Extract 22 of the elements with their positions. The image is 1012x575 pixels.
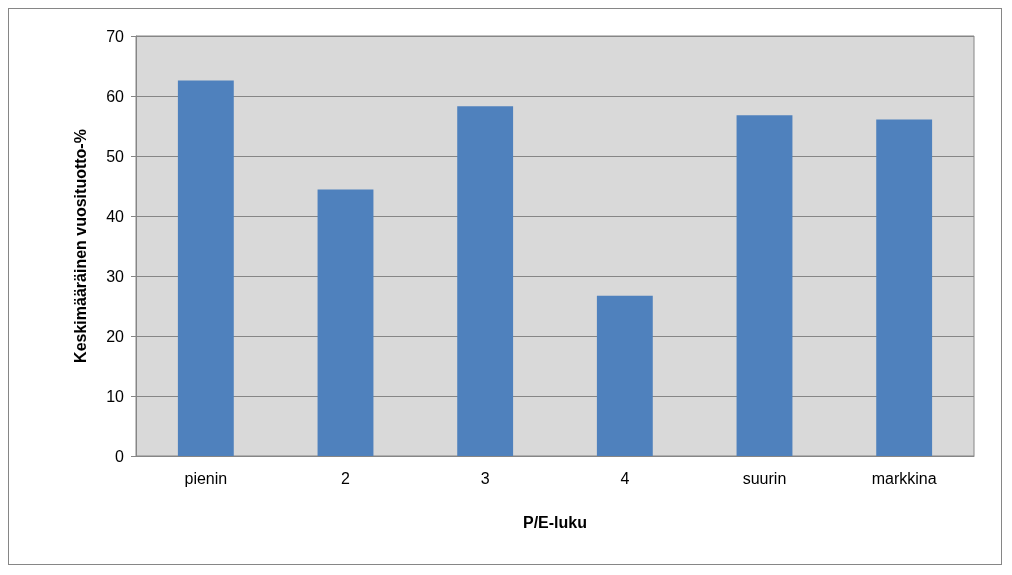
bar: [317, 189, 374, 456]
y-tick-label: 50: [106, 147, 125, 165]
y-tick-label: 0: [115, 447, 125, 465]
y-tick-label: 40: [106, 207, 125, 225]
y-tick-label: 60: [106, 87, 125, 105]
x-tick-label: 4: [620, 469, 630, 487]
y-tick-label: 30: [106, 267, 125, 285]
x-tick-label: pienin: [184, 469, 228, 487]
bar: [876, 119, 933, 456]
bar: [736, 115, 793, 456]
x-tick-label: 3: [480, 469, 490, 487]
x-tick-label: markkina: [871, 469, 937, 487]
y-axis-title: Keskimääräinen vuosituotto-%: [71, 129, 89, 363]
y-tick-label: 10: [106, 387, 125, 405]
y-tick-label: 70: [106, 27, 125, 45]
y-tick-label: 20: [106, 327, 125, 345]
x-tick-label: 2: [341, 469, 351, 487]
x-tick-label: suurin: [742, 469, 787, 487]
x-axis-title: P/E-luku: [522, 513, 588, 531]
bar: [177, 80, 234, 456]
bar: [457, 106, 514, 456]
bar: [596, 295, 653, 456]
